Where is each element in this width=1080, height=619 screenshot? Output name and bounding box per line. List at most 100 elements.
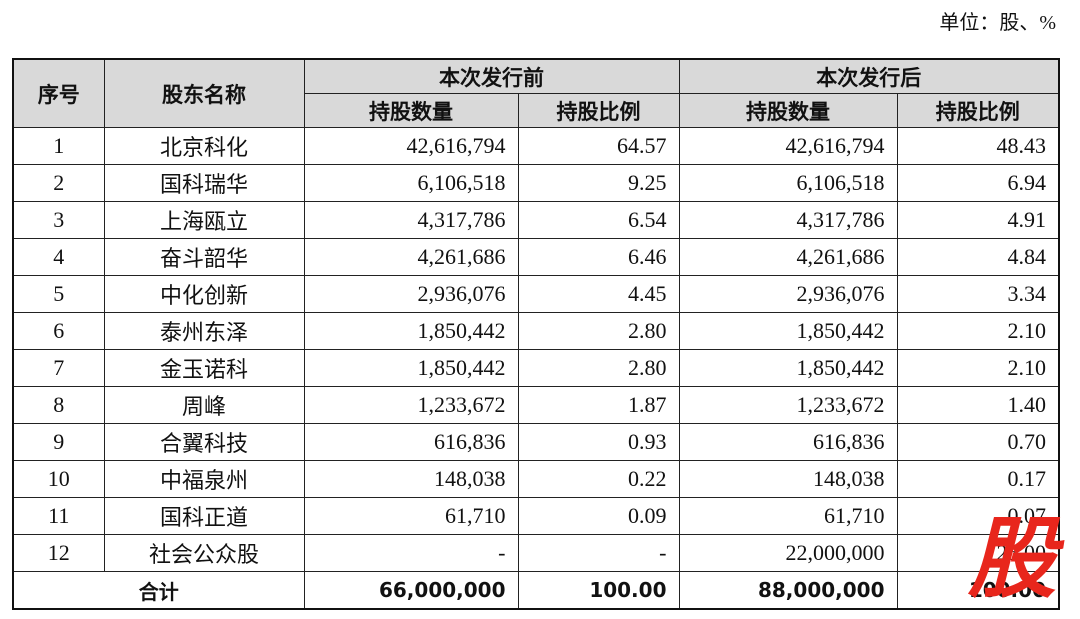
- table-cell: 22,000,000: [678, 534, 898, 572]
- table-cell: 0.70: [896, 423, 1060, 461]
- table-cell: 4: [12, 238, 105, 276]
- table-cell: 1,850,442: [303, 349, 519, 387]
- table-cell: 4.91: [896, 201, 1060, 239]
- table-cell: 2,936,076: [678, 275, 898, 313]
- table-cell: 1,850,442: [678, 349, 898, 387]
- table-cell: 11: [12, 497, 105, 535]
- table-cell: 88,000,000: [678, 571, 898, 610]
- table-cell: 1: [12, 127, 105, 165]
- table-cell: 10: [12, 460, 105, 498]
- table-row: 3 上海瓯立 4,317,786 6.54 4,317,786 4.91: [12, 201, 1060, 239]
- table-cell: 社会公众股: [103, 534, 305, 572]
- table-cell: 0.93: [517, 423, 680, 461]
- header-cell: 序号: [12, 58, 105, 128]
- table-cell: 0.17: [896, 460, 1060, 498]
- table-cell: 48.43: [896, 127, 1060, 165]
- table-cell: 100.00: [896, 571, 1060, 610]
- table-cell: 周峰: [103, 386, 305, 424]
- table-cell: 2.10: [896, 312, 1060, 350]
- table-cell: 6.46: [517, 238, 680, 276]
- table-cell: 4,261,686: [678, 238, 898, 276]
- table-cell: 61,710: [678, 497, 898, 535]
- table-cell: 100.00: [517, 571, 680, 610]
- table-cell: 2.80: [517, 312, 680, 350]
- table-cell: -: [303, 534, 519, 572]
- table-cell: 66,000,000: [303, 571, 519, 610]
- header-cell: 持股比例: [896, 93, 1060, 128]
- table-cell: 3.34: [896, 275, 1060, 313]
- table-cell: 4,261,686: [303, 238, 519, 276]
- table-cell: 6.94: [896, 164, 1060, 202]
- table-cell: 6: [12, 312, 105, 350]
- header-cell: 本次发行后: [678, 58, 1060, 94]
- table-cell: 国科瑞华: [103, 164, 305, 202]
- table-row: 6 泰州东泽 1,850,442 2.80 1,850,442 2.10: [12, 312, 1060, 350]
- table-cell: 9.25: [517, 164, 680, 202]
- table-cell: 4,317,786: [678, 201, 898, 239]
- table-cell: 616,836: [303, 423, 519, 461]
- table-cell: 6.54: [517, 201, 680, 239]
- table-cell: 国科正道: [103, 497, 305, 535]
- table-row: 2 国科瑞华 6,106,518 9.25 6,106,518 6.94: [12, 164, 1060, 202]
- table-cell: 42,616,794: [678, 127, 898, 165]
- shareholding-table: 序号 股东名称 本次发行前 本次发行后 持股数量 持股比例 持股数量 持股比例 …: [12, 58, 1060, 610]
- table-cell: 2,936,076: [303, 275, 519, 313]
- table-cell: 148,038: [303, 460, 519, 498]
- table-cell: -: [517, 534, 680, 572]
- table-cell: 4.84: [896, 238, 1060, 276]
- table-cell: 2.80: [517, 349, 680, 387]
- table-cell: 2.10: [896, 349, 1060, 387]
- header-cell: 本次发行前: [303, 58, 680, 94]
- table-cell: 25.00: [896, 534, 1060, 572]
- table-cell: 8: [12, 386, 105, 424]
- table-row: 8 周峰 1,233,672 1.87 1,233,672 1.40: [12, 386, 1060, 424]
- watermark: 股: [968, 507, 1057, 610]
- table-cell: 42,616,794: [303, 127, 519, 165]
- table-cell: 148,038: [678, 460, 898, 498]
- header-cell: 持股数量: [678, 93, 898, 128]
- table-cell: 7: [12, 349, 105, 387]
- table-cell: 中福泉州: [103, 460, 305, 498]
- table-cell: 12: [12, 534, 105, 572]
- table-cell: 合翼科技: [103, 423, 305, 461]
- table-cell: 合计: [12, 571, 305, 610]
- table-cell: 1,233,672: [303, 386, 519, 424]
- table-cell: 1,850,442: [303, 312, 519, 350]
- header-cell: 持股数量: [303, 93, 519, 128]
- table-cell: 64.57: [517, 127, 680, 165]
- table-row: 11 国科正道 61,710 0.09 61,710 0.07: [12, 497, 1060, 535]
- table-cell: 2: [12, 164, 105, 202]
- header-cell: 股东名称: [103, 58, 305, 128]
- table-cell: 北京科化: [103, 127, 305, 165]
- table-cell: 奋斗韶华: [103, 238, 305, 276]
- table-cell: 1,233,672: [678, 386, 898, 424]
- unit-note: 单位：股、%: [939, 12, 1056, 34]
- table-row: 10 中福泉州 148,038 0.22 148,038 0.17: [12, 460, 1060, 498]
- table-cell: 0.09: [517, 497, 680, 535]
- table-cell: 中化创新: [103, 275, 305, 313]
- table-cell: 3: [12, 201, 105, 239]
- table-cell: 6,106,518: [303, 164, 519, 202]
- table-row: 12 社会公众股 - -22,000,000 25.00: [12, 534, 1060, 572]
- table-cell: 0.07: [896, 497, 1060, 535]
- table-row: 4 奋斗韶华 4,261,686 6.46 4,261,686 4.84: [12, 238, 1060, 276]
- table-cell: 1,850,442: [678, 312, 898, 350]
- table-cell: 61,710: [303, 497, 519, 535]
- table-cell: 4,317,786: [303, 201, 519, 239]
- table-cell: 6,106,518: [678, 164, 898, 202]
- table-cell: 1.87: [517, 386, 680, 424]
- table-cell: 1.40: [896, 386, 1060, 424]
- total-row: 合计 66,000,000 100.00 88,000,000 100.00: [12, 571, 1060, 610]
- table-cell: 616,836: [678, 423, 898, 461]
- header-cell: 持股比例: [517, 93, 680, 128]
- table-row: 7 金玉诺科 1,850,442 2.80 1,850,442 2.10: [12, 349, 1060, 387]
- table-cell: 上海瓯立: [103, 201, 305, 239]
- table-row: 9 合翼科技 616,836 0.93 616,836 0.70: [12, 423, 1060, 461]
- table-cell: 4.45: [517, 275, 680, 313]
- table-cell: 9: [12, 423, 105, 461]
- table-cell: 泰州东泽: [103, 312, 305, 350]
- table-row: 5 中化创新 2,936,076 4.45 2,936,076 3.34: [12, 275, 1060, 313]
- table-body: 1 北京科化 42,616,794 64.57 42,616,794 48.43 2 国科瑞华…: [12, 127, 1060, 610]
- table-row: 1 北京科化 42,616,794 64.57 42,616,794 48.43: [12, 127, 1060, 165]
